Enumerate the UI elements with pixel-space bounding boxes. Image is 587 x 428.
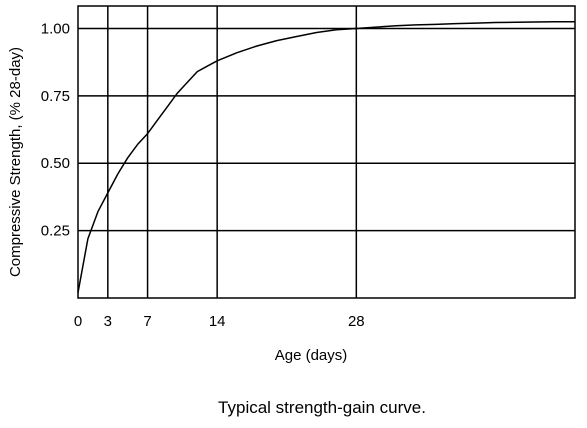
tick-labels: 0 3 7 14 28 0.25 0.50 0.75 1.00 — [41, 20, 365, 330]
x-axis-label: Age (days) — [275, 347, 348, 364]
y-tick-label: 0.50 — [41, 155, 70, 172]
grid-lines — [78, 6, 575, 298]
y-tick-label: 0.25 — [41, 223, 70, 240]
y-axis-label: Compressive Strength, (% 28-day) — [7, 47, 24, 277]
chart-caption: Typical strength-gain curve. — [218, 398, 426, 417]
strength-curve — [77, 20, 575, 293]
x-tick-label: 14 — [209, 313, 226, 330]
x-tick-label: 3 — [104, 313, 112, 330]
x-tick-label: 28 — [348, 313, 365, 330]
x-tick-label: 7 — [143, 313, 151, 330]
y-tick-label: 1.00 — [41, 20, 70, 37]
plot-frame — [77, 5, 576, 299]
series-layer — [77, 20, 575, 293]
x-tick-label: 0 — [74, 313, 82, 330]
y-tick-label: 0.75 — [41, 88, 70, 105]
